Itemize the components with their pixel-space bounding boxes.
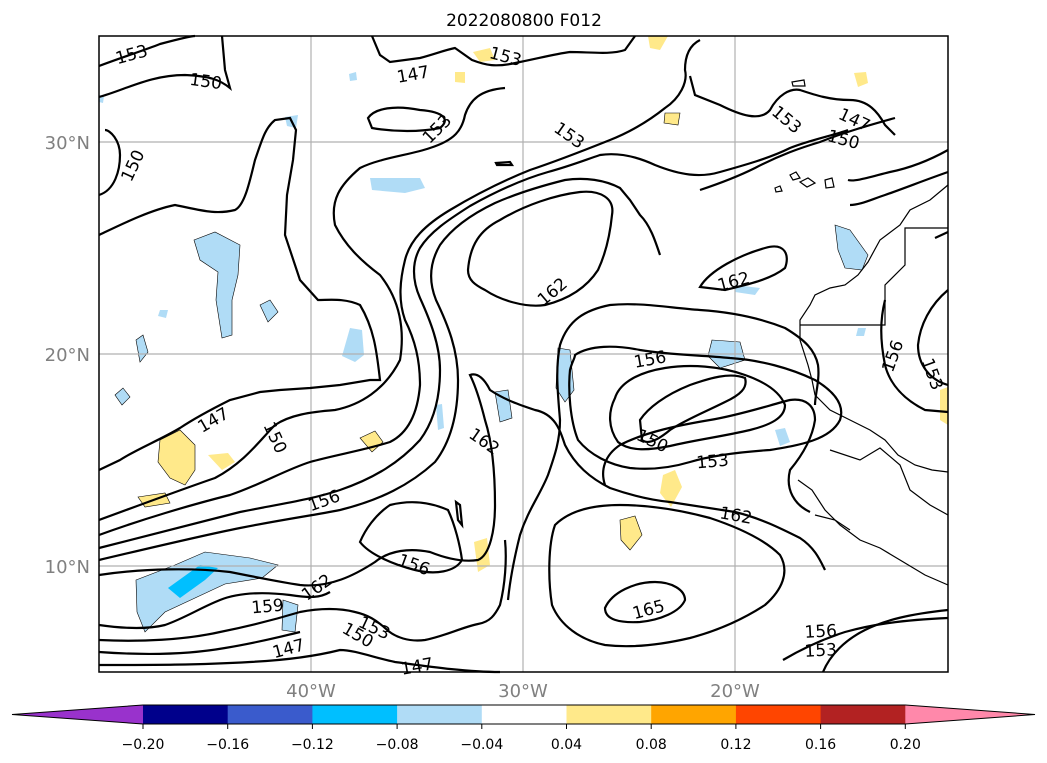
colorbar-extend-low [12, 705, 143, 724]
colorbar-tick-label: −0.16 [206, 737, 249, 753]
contour-label: 159 [251, 596, 285, 619]
coastlines [774, 79, 949, 586]
contour-label: 153 [696, 451, 730, 474]
colorbar-segment [143, 705, 229, 724]
colorbar: −0.20 −0.16 −0.12 −0.08 −0.04 0.04 0.08 0.12 0.1… [11, 704, 1036, 753]
shading-layer [99, 36, 948, 633]
colorbar-tick-label: −0.08 [376, 737, 419, 753]
map-title: 2022080800 F012 [446, 11, 602, 31]
lon-label: 30°W [498, 681, 548, 702]
colorbar-tick-label: 0.04 [551, 737, 582, 753]
colorbar-extend-high [905, 705, 1035, 724]
lon-label: 20°W [710, 681, 760, 702]
contour-label: 153 [804, 640, 837, 662]
colorbar-segment [312, 705, 398, 724]
map-panel: 153 150 147 153 153 153 150 147 153 150 … [98, 34, 949, 680]
lat-label: 10°N [45, 557, 90, 578]
contour-lines [98, 34, 949, 674]
colorbar-tick-label: −0.12 [291, 737, 334, 753]
colorbar-segment [820, 705, 906, 724]
lat-label: 20°N [45, 345, 90, 366]
contour-label: 150 [188, 70, 223, 94]
colorbar-segment [735, 705, 822, 724]
colorbar-segment [566, 705, 652, 724]
colorbar-tick-label: −0.20 [122, 737, 165, 753]
colorbar-segment [481, 705, 567, 724]
map-frame [98, 35, 949, 673]
colorbar-tick-label: 0.16 [805, 737, 836, 753]
colorbar-segment [397, 705, 483, 724]
colorbar-tick-label: 0.12 [720, 737, 751, 753]
colorbar-tick-label: 0.08 [636, 737, 667, 753]
lon-label: 40°W [286, 681, 336, 702]
colorbar-segment [651, 705, 737, 724]
graticule [99, 36, 948, 672]
contour-label: 147 [399, 654, 434, 679]
colorbar-segment [227, 705, 313, 724]
contour-label: 156 [804, 621, 837, 643]
lat-label: 30°N [45, 133, 90, 154]
colorbar-tick-label: −0.04 [460, 737, 503, 753]
colorbar-tick-label: 0.20 [890, 737, 921, 753]
